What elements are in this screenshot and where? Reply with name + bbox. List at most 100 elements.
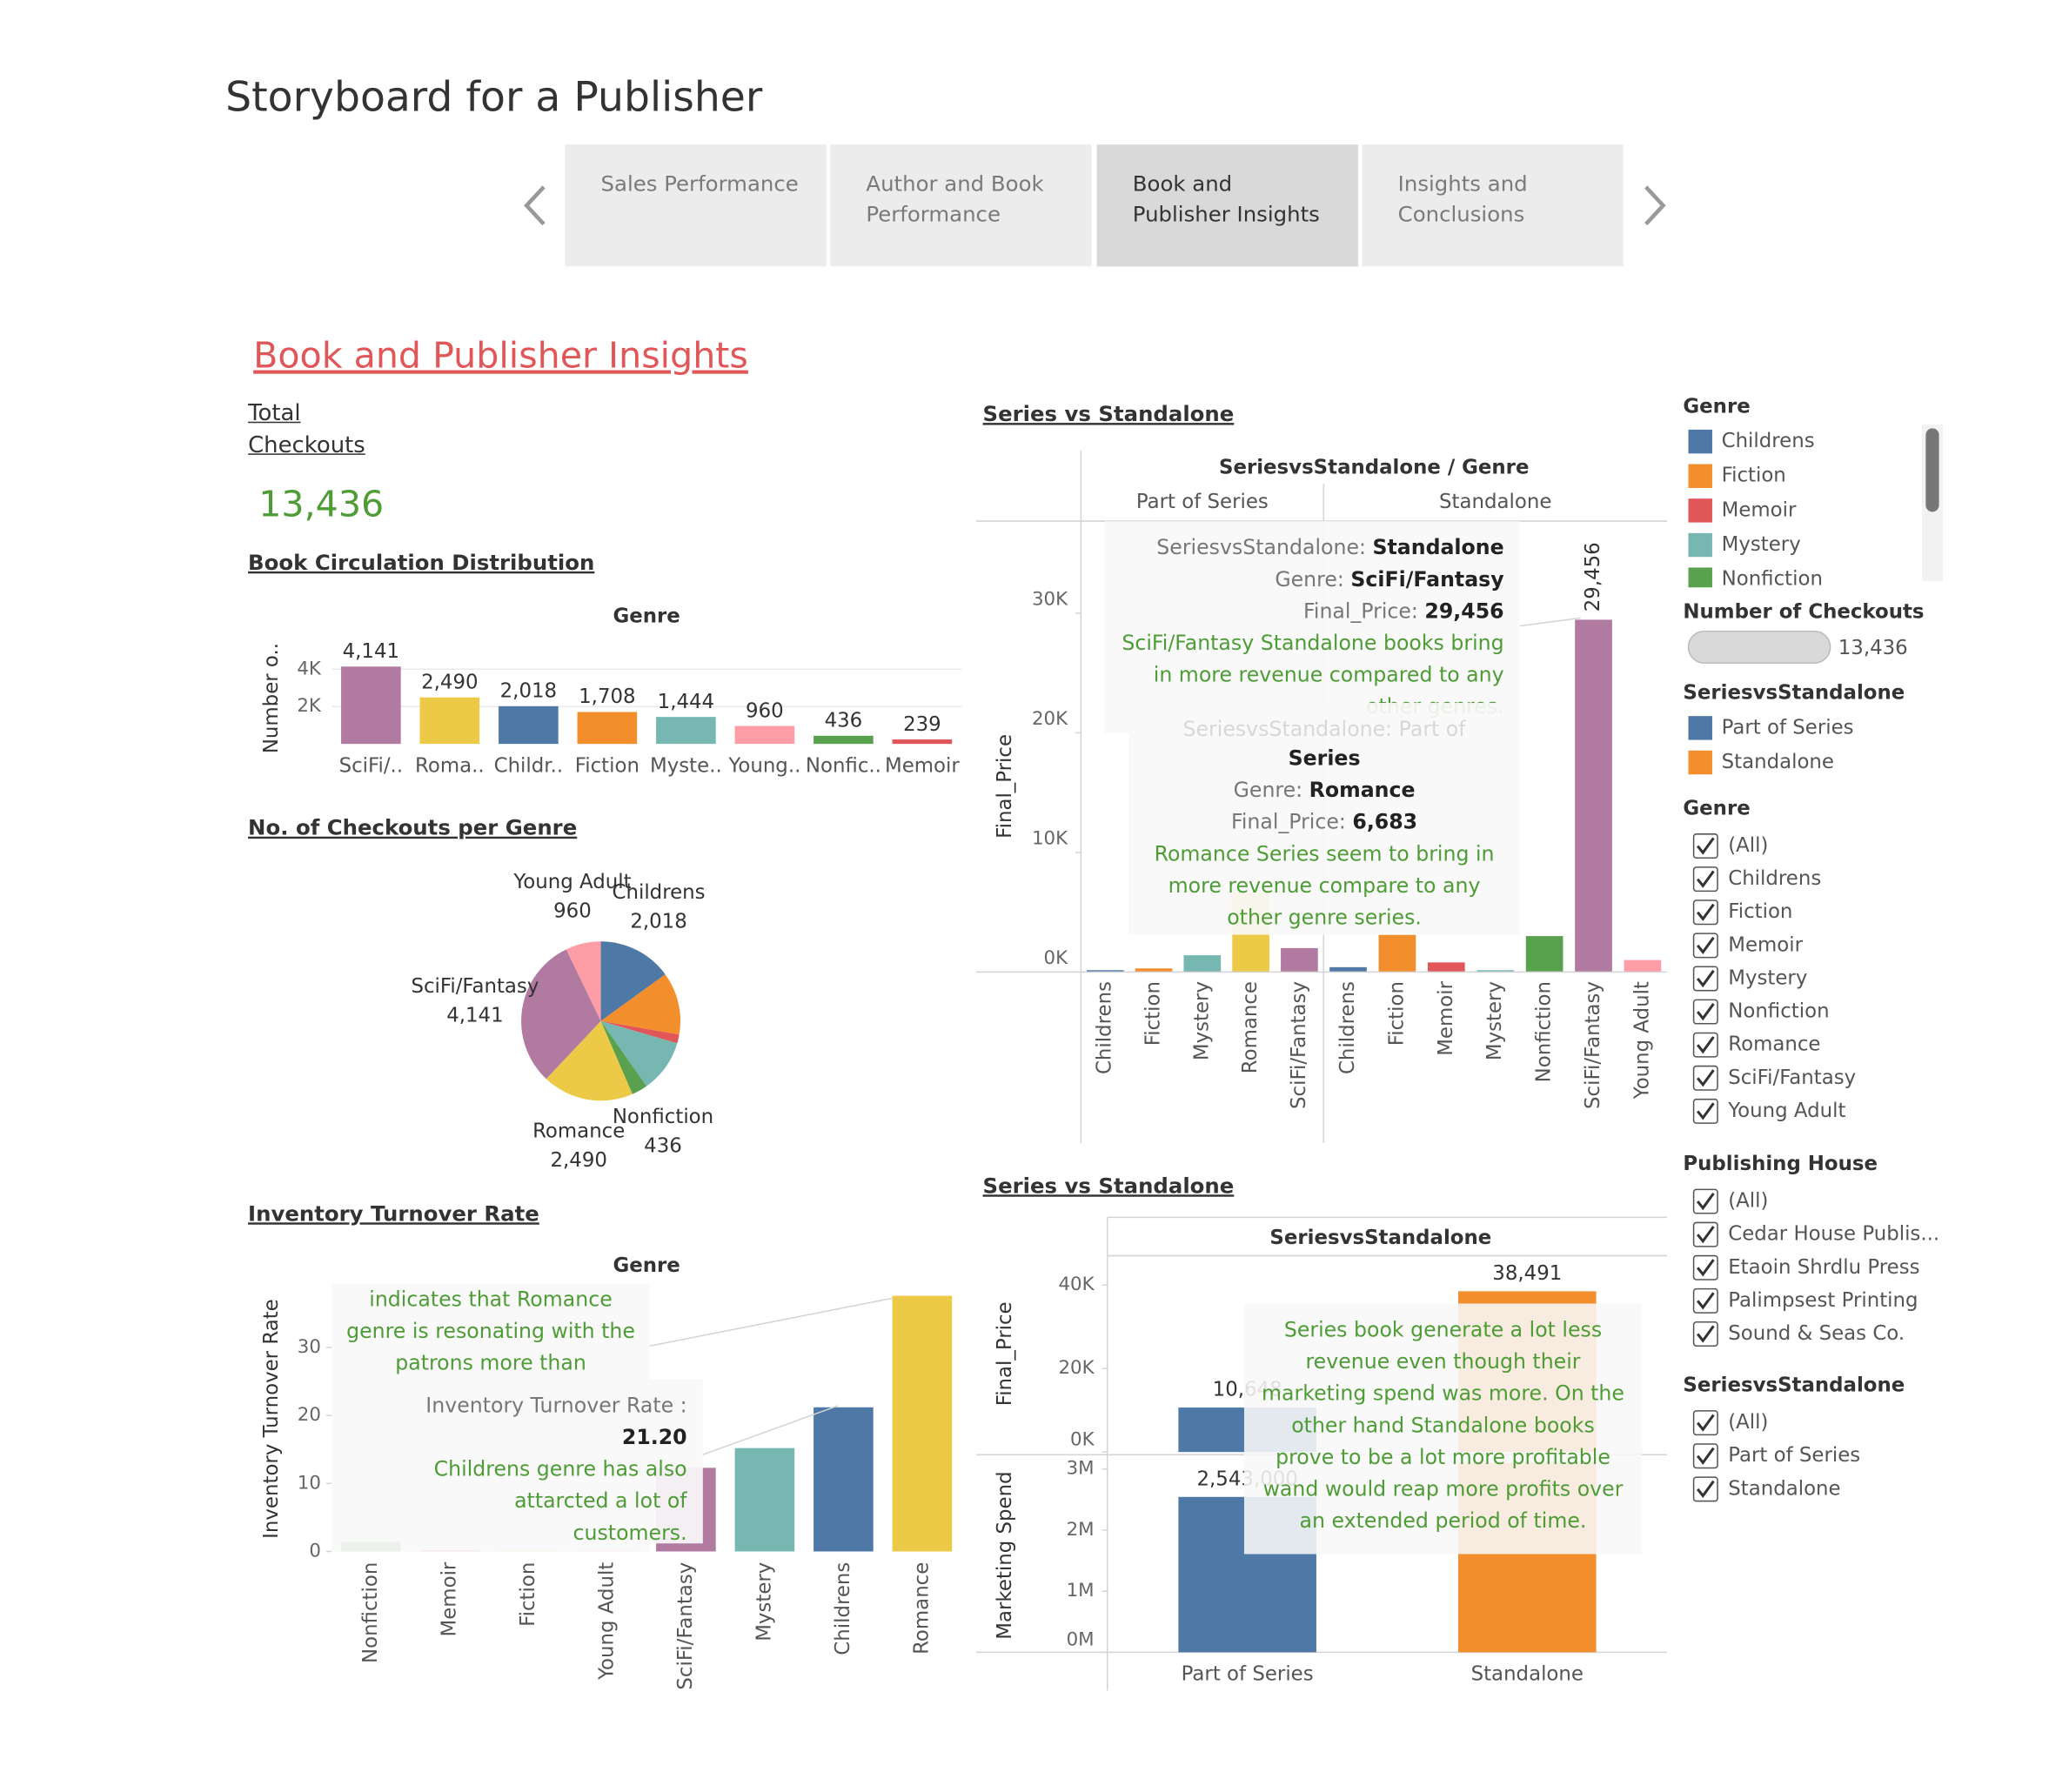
prev-arrow[interactable] xyxy=(524,185,546,226)
checkbox[interactable] xyxy=(1692,899,1718,926)
filter-option[interactable]: Cedar House Publis... xyxy=(1728,1223,1939,1246)
x-tick-label: Part of Series xyxy=(1182,1663,1314,1686)
x-tick-label: SciFi/Fantasy xyxy=(1582,981,1604,1109)
filter-option[interactable]: Young Adult xyxy=(1727,1100,1845,1122)
checkbox[interactable] xyxy=(1692,866,1718,893)
tab-background[interactable] xyxy=(565,144,827,267)
filter-option[interactable]: Etaoin Shrdlu Press xyxy=(1728,1256,1919,1279)
slice-value: 960 xyxy=(553,899,592,922)
legend-swatch[interactable] xyxy=(1688,429,1712,454)
legend-label[interactable]: Fiction xyxy=(1722,465,1786,487)
y-tick-label: 4K xyxy=(297,658,322,679)
bar xyxy=(1476,970,1515,973)
legend-label[interactable]: Childrens xyxy=(1722,430,1815,452)
tab-background[interactable] xyxy=(830,144,1092,267)
bar xyxy=(577,712,638,745)
x-tick-label: Young Adult xyxy=(1630,981,1653,1100)
checkbox[interactable] xyxy=(1692,999,1718,1025)
filter-option[interactable]: Romance xyxy=(1728,1033,1820,1056)
checkbox[interactable] xyxy=(1692,1476,1718,1502)
checkbox[interactable] xyxy=(1692,1221,1718,1247)
checkbox[interactable] xyxy=(1692,1254,1718,1280)
filter-option[interactable]: Nonfiction xyxy=(1728,1000,1829,1023)
legend-label[interactable]: Part of Series xyxy=(1722,716,1854,739)
filter-option[interactable]: (All) xyxy=(1728,1190,1768,1213)
tab[interactable]: Book and Publisher Insights xyxy=(1132,171,1320,227)
checkbox[interactable] xyxy=(1692,1410,1718,1436)
y-axis-title: Marketing Spend xyxy=(994,1471,1016,1639)
legend-swatch[interactable] xyxy=(1688,498,1712,523)
scroll-thumb[interactable] xyxy=(1925,428,1939,512)
filter-option[interactable]: Standalone xyxy=(1728,1477,1840,1500)
slice-label: Childrens xyxy=(613,881,706,904)
legend-label[interactable]: Nonfiction xyxy=(1722,568,1823,591)
tooltip-label: Genre: xyxy=(1233,778,1303,803)
y-tick-label: 0M xyxy=(1067,1629,1095,1651)
tab-background[interactable] xyxy=(1362,144,1624,267)
tab[interactable]: Author and Book Performance xyxy=(866,171,1044,227)
checkbox[interactable] xyxy=(1692,933,1718,959)
legend-label[interactable]: Mystery xyxy=(1722,533,1801,556)
x-tick-label: Fiction xyxy=(575,755,639,778)
legend-label[interactable]: Standalone xyxy=(1722,751,1834,773)
bar xyxy=(1183,955,1222,973)
slice-value: 436 xyxy=(644,1135,682,1158)
legend-swatch[interactable] xyxy=(1688,716,1712,740)
slider-track[interactable] xyxy=(1687,630,1831,664)
column-header: SeriesvsStandalone xyxy=(1269,1227,1491,1249)
checkmark xyxy=(1696,1292,1715,1310)
checkbox[interactable] xyxy=(1692,966,1718,992)
x-tick-label: Romance xyxy=(910,1562,933,1655)
checkmark xyxy=(1696,1480,1715,1498)
x-tick-label: Memoir xyxy=(1435,980,1457,1055)
checkbox[interactable] xyxy=(1692,1287,1718,1314)
bar xyxy=(1378,934,1416,973)
data-label: 960 xyxy=(746,699,784,722)
filter-option[interactable]: Mystery xyxy=(1728,966,1807,989)
checkbox[interactable] xyxy=(1692,1443,1718,1469)
filter-option[interactable]: SciFi/Fantasy xyxy=(1728,1067,1856,1089)
y-axis-title: Inventory Turnover Rate xyxy=(260,1299,283,1539)
bar xyxy=(499,705,559,745)
pie-slice xyxy=(566,941,601,1021)
filter-option[interactable]: Fiction xyxy=(1728,900,1792,923)
checkbox[interactable] xyxy=(1692,1321,1718,1347)
checkbox[interactable] xyxy=(1692,1065,1718,1091)
tab-background[interactable] xyxy=(1096,144,1358,267)
filter-option[interactable]: Part of Series xyxy=(1728,1444,1860,1467)
checkbox[interactable] xyxy=(1692,833,1718,859)
bar xyxy=(1575,619,1612,973)
filter-option[interactable]: Palimpsest Printing xyxy=(1728,1289,1918,1312)
filter-option[interactable]: Childrens xyxy=(1728,867,1821,890)
legend-title: Number of Checkouts xyxy=(1683,601,1924,624)
filter-option[interactable]: (All) xyxy=(1728,834,1768,857)
filter-option[interactable]: Sound & Seas Co. xyxy=(1728,1322,1905,1345)
chart-title: Series vs Standalone xyxy=(983,401,1235,426)
filter-option[interactable]: (All) xyxy=(1728,1411,1768,1434)
checkbox[interactable] xyxy=(1692,1188,1718,1214)
tooltip-note: Romance Series seem to bring in more rev… xyxy=(1154,841,1495,930)
legend-swatch[interactable] xyxy=(1688,532,1712,558)
next-arrow[interactable] xyxy=(1644,185,1666,226)
checkmark xyxy=(1696,1003,1715,1021)
y-tick-label: 0K xyxy=(1044,947,1069,969)
tab[interactable]: Sales Performance xyxy=(600,171,799,197)
x-tick-label: Childrens xyxy=(832,1562,854,1655)
legend-swatch[interactable] xyxy=(1688,464,1712,488)
legend-swatch[interactable] xyxy=(1688,567,1712,591)
y-tick-label: 10K xyxy=(1032,828,1068,850)
x-tick-label: Romance xyxy=(1239,981,1262,1073)
slice-label: Romance xyxy=(532,1120,625,1143)
pie-slice xyxy=(546,1020,633,1101)
y-tick-label: 20 xyxy=(298,1404,321,1426)
tab[interactable]: Insights and Conclusions xyxy=(1397,171,1528,227)
checkbox[interactable] xyxy=(1692,1098,1718,1124)
checkbox[interactable] xyxy=(1692,1032,1718,1058)
filter-option[interactable]: Memoir xyxy=(1728,933,1803,956)
tooltip-leader xyxy=(1519,617,1582,627)
x-tick-label: SciFi/Fantasy xyxy=(1288,981,1310,1109)
tooltip: SeriesvsStandalone: Standalone Genre: Sci… xyxy=(1104,521,1520,733)
legend-swatch[interactable] xyxy=(1688,750,1712,775)
bar xyxy=(341,666,401,745)
legend-label[interactable]: Memoir xyxy=(1722,498,1797,521)
